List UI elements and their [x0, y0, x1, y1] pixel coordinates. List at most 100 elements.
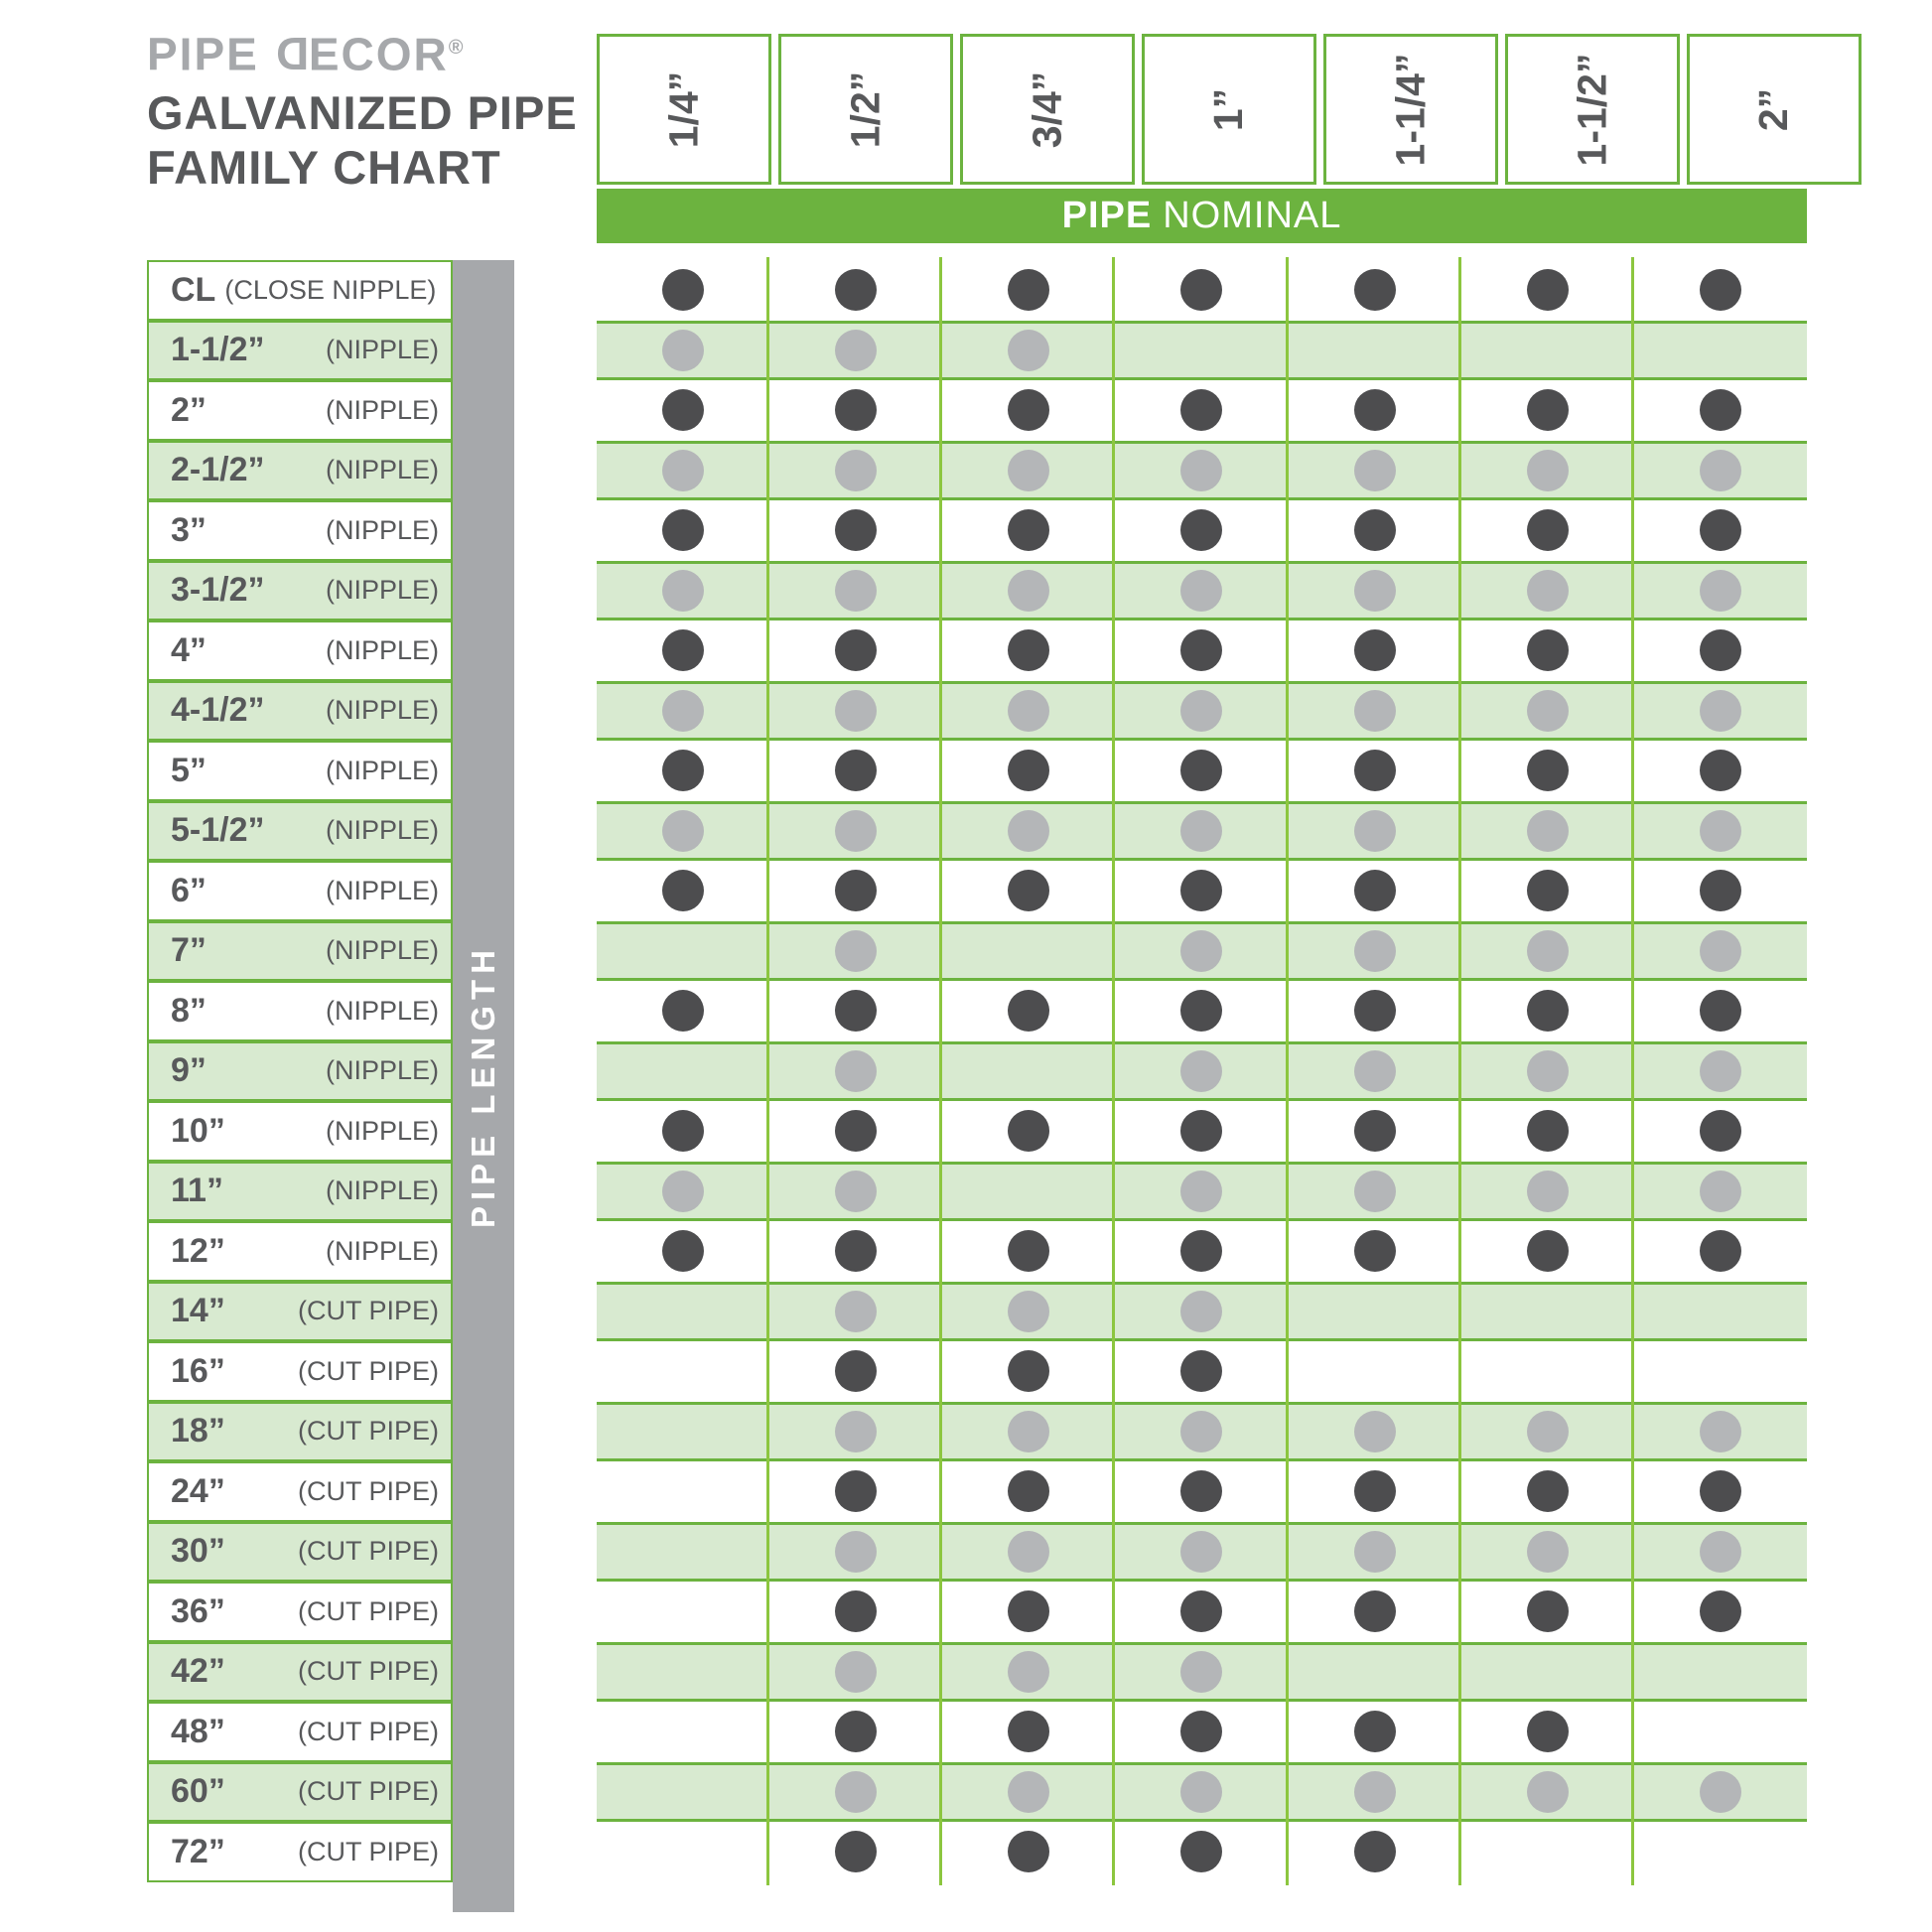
grid-divider — [1630, 560, 1634, 621]
table-row — [597, 1761, 1807, 1822]
grid-divider — [939, 858, 943, 924]
availability-cell — [769, 1161, 943, 1221]
availability-dot — [1180, 1711, 1223, 1753]
availability-cell — [1289, 320, 1461, 380]
availability-cell — [597, 1098, 770, 1165]
availability-dot — [1008, 1410, 1050, 1452]
availability-dot-empty — [662, 1470, 704, 1512]
grid-divider — [1630, 377, 1634, 444]
availability-cell — [1634, 1765, 1807, 1820]
table-row — [597, 1699, 1807, 1765]
availability-cell — [769, 920, 943, 981]
availability-dot — [1008, 1290, 1050, 1332]
table-row — [597, 1401, 1807, 1461]
availability-dot — [1526, 1230, 1569, 1273]
table-row — [597, 920, 1807, 981]
grid-divider — [1285, 1040, 1289, 1101]
availability-dot — [835, 689, 878, 732]
availability-cell — [597, 738, 770, 804]
availability-dot-empty — [1527, 330, 1569, 371]
grid-divider — [1457, 1040, 1461, 1101]
availability-cell — [1115, 497, 1289, 564]
row-label: 18” (CUT PIPE) — [147, 1401, 453, 1461]
availability-dot — [1180, 1230, 1223, 1273]
availability-dot — [1526, 1110, 1569, 1153]
availability-cell — [942, 1098, 1116, 1165]
availability-cell — [1461, 1521, 1634, 1582]
availability-cell — [1461, 978, 1634, 1044]
grid-divider — [1112, 800, 1116, 861]
availability-cell — [1289, 1458, 1461, 1525]
grid-divider — [939, 920, 943, 981]
grid-divider — [1630, 1521, 1634, 1582]
grid-divider — [766, 618, 770, 684]
grid-divider — [1285, 320, 1289, 380]
grid-divider — [766, 1338, 770, 1405]
availability-dot — [1526, 509, 1569, 552]
availability-dot — [1180, 689, 1223, 732]
availability-cell — [1289, 1161, 1461, 1221]
availability-cell — [942, 1281, 1116, 1341]
availability-cell — [597, 680, 770, 741]
availability-cell — [769, 1458, 943, 1525]
availability-cell — [1289, 1401, 1461, 1461]
availability-dot — [1180, 1350, 1223, 1393]
row-label-type: (CUT PIPE) — [297, 1836, 439, 1866]
grid-divider — [939, 497, 943, 564]
grid-divider — [1285, 1458, 1289, 1525]
grid-divider — [1630, 738, 1634, 804]
availability-dot-empty — [1180, 330, 1222, 371]
availability-cell — [942, 1040, 1116, 1101]
grid-divider — [1630, 978, 1634, 1044]
availability-dot — [662, 990, 705, 1033]
availability-dot — [1008, 509, 1050, 552]
availability-dot — [1699, 569, 1741, 612]
availability-dot-empty — [662, 1771, 704, 1813]
row-label-type: (NIPPLE) — [325, 995, 439, 1026]
availability-cell — [1289, 680, 1461, 741]
availability-dot — [835, 1049, 878, 1092]
availability-cell — [1115, 1579, 1289, 1645]
availability-cell — [1634, 1525, 1807, 1580]
availability-dot — [662, 629, 705, 672]
availability-dot — [1353, 929, 1396, 972]
row-label-type: (CUT PIPE) — [297, 1716, 439, 1746]
availability-cell — [1289, 738, 1461, 804]
availability-dot — [1526, 750, 1569, 792]
availability-cell — [1289, 1338, 1461, 1405]
grid-divider — [1112, 680, 1116, 741]
row-label-type: (NIPPLE) — [325, 935, 439, 966]
column-header-label: 3/4” — [1024, 70, 1070, 148]
grid-divider — [766, 1458, 770, 1525]
availability-dot — [1180, 389, 1223, 432]
availability-dot — [1526, 269, 1569, 312]
availability-cell — [1115, 1458, 1289, 1525]
table-row — [597, 858, 1807, 924]
grid-divider — [766, 978, 770, 1044]
availability-cell — [597, 497, 770, 564]
availability-dot — [835, 1470, 878, 1513]
column-header-label: 1-1/4” — [1387, 53, 1434, 166]
grid-divider — [1457, 1161, 1461, 1221]
column-header-1: 1/4” — [597, 34, 771, 185]
grid-divider — [1112, 1161, 1116, 1221]
availability-cell — [1634, 1822, 1807, 1882]
availability-cell — [942, 800, 1116, 861]
table-row — [597, 1281, 1807, 1341]
availability-cell — [1115, 1281, 1289, 1341]
brand-text-ecor: ECOR — [308, 28, 449, 80]
availability-cell — [1634, 741, 1807, 801]
availability-cell — [1461, 257, 1634, 324]
grid-divider — [1112, 1761, 1116, 1822]
table-row — [597, 1819, 1807, 1885]
grid-divider — [1112, 1098, 1116, 1165]
availability-dot — [1353, 269, 1396, 312]
grid-divider — [939, 1338, 943, 1405]
availability-dot — [1180, 1170, 1223, 1212]
grid-divider — [1285, 1761, 1289, 1822]
availability-dot — [835, 750, 878, 792]
row-label-size: 5-1/2” — [171, 811, 265, 850]
grid-divider — [1630, 1579, 1634, 1645]
availability-dot — [1699, 870, 1741, 912]
availability-cell — [597, 1218, 770, 1285]
